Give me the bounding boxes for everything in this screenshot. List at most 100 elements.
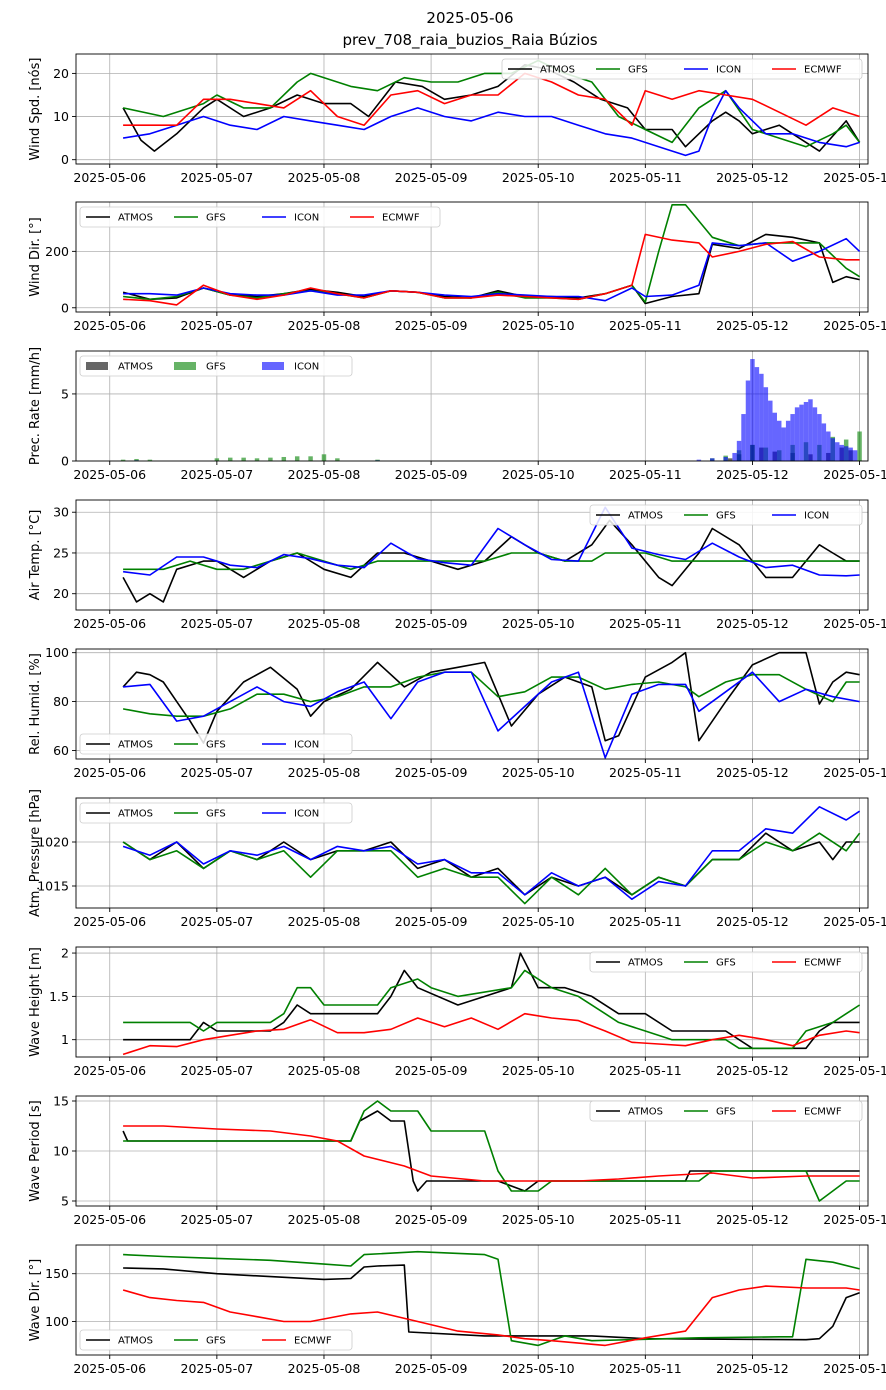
x-tick-label: 2025-05-12 (716, 765, 789, 780)
x-tick-label: 2025-05-11 (609, 1212, 682, 1227)
series-line-icon (122, 805, 861, 901)
x-tick-label: 2025-05-07 (181, 467, 254, 482)
x-tick-label: 2025-05-11 (609, 765, 682, 780)
y-axis-label: Rel. Humid. [%] (28, 653, 43, 755)
plot-area (122, 952, 861, 1056)
x-tick-label: 2025-05-09 (395, 467, 468, 482)
bar-icon (768, 400, 773, 461)
x-tick-label: 2025-05-12 (716, 318, 789, 333)
x-tick-label: 2025-05-07 (181, 318, 254, 333)
y-tick-label: 5 (61, 386, 69, 401)
plot-area (122, 1250, 860, 1347)
x-tick-label: 2025-05-11 (609, 1361, 682, 1376)
legend-label-gfs: GFS (206, 213, 226, 224)
bar-atmos (727, 458, 733, 461)
x-tick-label: 2025-05-12 (716, 467, 789, 482)
bar-icon (790, 414, 795, 461)
bar-icon (754, 367, 760, 461)
x-tick-label: 2025-05-09 (395, 765, 468, 780)
y-tick-label: 1015 (37, 879, 69, 894)
plot-area (122, 1100, 860, 1202)
y-tick-label: 15 (53, 1094, 69, 1109)
bar-gfs (308, 456, 313, 461)
bar-icon (803, 401, 809, 461)
x-tick-label: 2025-05-13 (823, 1212, 886, 1227)
x-tick-label: 2025-05-10 (502, 914, 575, 929)
bar-icon (723, 456, 728, 461)
x-tick-label: 2025-05-12 (716, 1212, 789, 1227)
bar-icon (848, 447, 853, 461)
x-tick-label: 2025-05-12 (716, 616, 789, 631)
bar-icon (772, 412, 777, 461)
x-tick-label: 2025-05-07 (181, 1361, 254, 1376)
legend-box (589, 1100, 863, 1122)
bar-icon (732, 452, 737, 461)
bar-gfs (134, 458, 139, 461)
x-tick-label: 2025-05-06 (73, 765, 146, 780)
series-line-icon (123, 506, 860, 577)
bar-gfs (214, 458, 220, 461)
y-tick-label: 30 (53, 505, 69, 520)
bar-icon (839, 444, 844, 461)
series-line-ecmwf (122, 1285, 860, 1347)
bar-icon (736, 440, 742, 461)
x-tick-label: 2025-05-11 (609, 318, 682, 333)
legend-box (589, 951, 863, 973)
bar-icon (812, 407, 818, 461)
x-tick-label: 2025-05-10 (502, 1063, 575, 1078)
legend-label-gfs: GFS (716, 1107, 736, 1118)
legend: ATMOS GFS ICON (79, 355, 353, 377)
y-axis-label: Wave Dir. [°] (28, 1259, 43, 1342)
x-tick-label: 2025-05-13 (823, 318, 886, 333)
series-line-gfs (122, 832, 861, 905)
legend-label-icon: ICON (294, 362, 319, 373)
x-tick-label: 2025-05-13 (823, 765, 886, 780)
bar-icon (794, 407, 800, 461)
y-tick-label: 100 (45, 645, 69, 660)
y-tick-label: 1.5 (49, 989, 69, 1004)
y-tick-label: 150 (45, 1266, 69, 1281)
panel-4: 2025-05-06 2025-05-07 2025-05-08 2025-05-09… (28, 645, 886, 780)
bar-icon (799, 404, 804, 461)
x-tick-label: 2025-05-07 (181, 616, 254, 631)
panel-2: 2025-05-06 2025-05-07 2025-05-08 2025-05-09… (28, 347, 886, 482)
x-tick-label: 2025-05-08 (288, 1212, 361, 1227)
x-tick-label: 2025-05-10 (502, 170, 575, 185)
axes-frame (75, 53, 869, 165)
legend-box (501, 58, 863, 80)
bar-icon (817, 414, 822, 461)
bar-gfs (254, 458, 260, 461)
panel-8: 2025-05-06 2025-05-07 2025-05-08 2025-05-09… (28, 1244, 886, 1376)
x-tick-label: 2025-05-08 (288, 318, 361, 333)
x-tick-label: 2025-05-12 (716, 1063, 789, 1078)
series-line-gfs (123, 552, 860, 571)
y-axis-label: Wave Period [s] (28, 1100, 43, 1201)
bar-icon (830, 438, 836, 461)
x-tick-label: 2025-05-12 (716, 914, 789, 929)
legend: ATMOS GFS ECMWF (589, 951, 863, 973)
axes-frame (75, 1244, 869, 1356)
x-tick-label: 2025-05-10 (502, 467, 575, 482)
panel-0: 2025-05-06 2025-05-07 2025-05-08 2025-05-09… (28, 53, 886, 185)
x-tick-label: 2025-05-09 (395, 318, 468, 333)
y-tick-label: 0 (61, 152, 69, 167)
x-tick-label: 2025-05-10 (502, 616, 575, 631)
panel-1: 2025-05-06 2025-05-07 2025-05-08 2025-05-09… (28, 201, 886, 333)
x-tick-label: 2025-05-08 (288, 170, 361, 185)
legend-label-icon: ICON (804, 511, 829, 522)
panel-5: 2025-05-06 2025-05-07 2025-05-08 2025-05-09… (28, 789, 886, 929)
plot-area (122, 805, 861, 905)
bar-icon (852, 450, 858, 461)
y-tick-label: 20 (53, 66, 69, 81)
series-line-ecmwf (122, 1012, 860, 1056)
legend-box (79, 802, 353, 824)
x-tick-label: 2025-05-06 (73, 1361, 146, 1376)
legend-box (589, 504, 863, 526)
legend-box (79, 733, 353, 755)
bar-gfs (147, 459, 153, 461)
bar-gfs (241, 457, 246, 461)
legend: ATMOS GFS ECMWF (589, 1100, 863, 1122)
legend-label-atmos: ATMOS (118, 362, 153, 373)
bar-icon (776, 420, 782, 461)
